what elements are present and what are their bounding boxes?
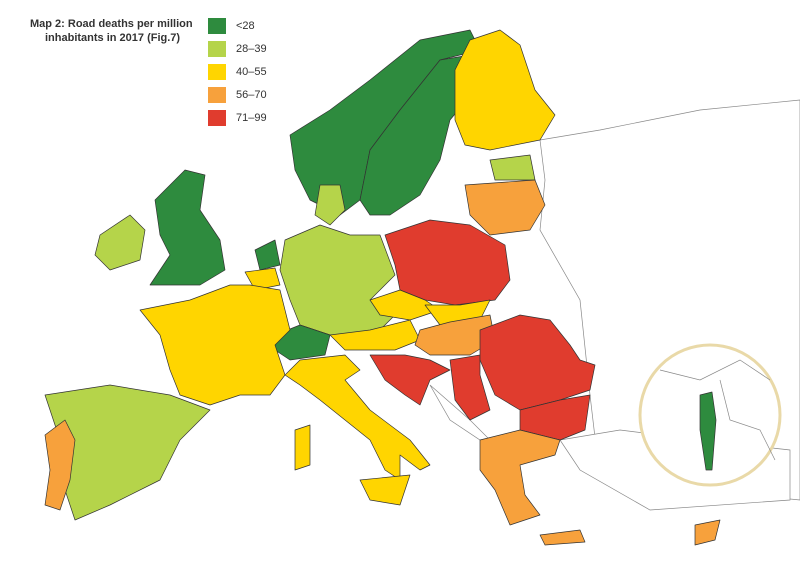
country <box>284 354 431 481</box>
country <box>314 184 346 226</box>
country <box>694 519 721 546</box>
legend-label: 56–70 <box>236 89 267 101</box>
legend-swatch <box>208 87 226 103</box>
legend-label: <28 <box>236 20 255 32</box>
country <box>254 239 281 271</box>
country <box>359 474 411 506</box>
inset <box>638 343 782 487</box>
countries <box>44 29 721 546</box>
country <box>489 154 536 181</box>
legend-label: 28–39 <box>236 43 267 55</box>
country <box>244 267 281 291</box>
country <box>539 529 586 546</box>
country <box>464 179 546 236</box>
legend: <28 28–39 40–55 56–70 71–99 <box>208 18 267 126</box>
country <box>294 424 311 471</box>
legend-swatch <box>208 110 226 126</box>
country <box>279 224 396 336</box>
country <box>149 169 226 286</box>
legend-swatch <box>208 18 226 34</box>
country <box>454 29 556 151</box>
country <box>479 429 561 526</box>
country <box>699 391 717 471</box>
title: Map 2: Road deaths per million <box>30 18 193 30</box>
title: inhabitants in 2017 (Fig.7) <box>45 32 180 44</box>
country <box>369 354 451 406</box>
legend-swatch <box>208 41 226 57</box>
country <box>94 214 146 271</box>
legend-label: 40–55 <box>236 66 267 78</box>
country <box>384 219 511 306</box>
country <box>44 419 76 511</box>
country <box>139 284 291 406</box>
country <box>479 314 596 411</box>
legend-label: 71–99 <box>236 112 267 124</box>
legend-swatch <box>208 64 226 80</box>
